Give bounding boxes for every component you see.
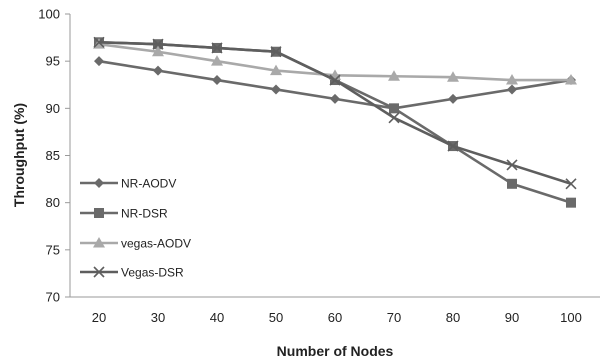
legend-label: NR-DSR bbox=[121, 207, 168, 221]
y-tick-label: 70 bbox=[46, 290, 60, 305]
x-tick-label: 30 bbox=[151, 310, 165, 325]
data-point-nr-aodv bbox=[507, 84, 517, 95]
data-point-vegas-dsr bbox=[93, 36, 105, 48]
data-point-vegas-dsr bbox=[506, 159, 518, 171]
data-point-nr-dsr bbox=[566, 197, 576, 208]
y-axis-title: Throughput (%) bbox=[11, 103, 27, 207]
legend: NR-AODV NR-DSR vegas-AODV Vegas-DSR bbox=[80, 177, 191, 280]
series-line-vegas-dsr bbox=[98, 41, 572, 186]
x-tick-label: 80 bbox=[446, 310, 460, 325]
data-point-vegas-aodv bbox=[388, 70, 400, 81]
data-point-vegas-aodv bbox=[506, 74, 518, 85]
y-tick-label: 75 bbox=[46, 242, 60, 257]
series-layer bbox=[93, 36, 577, 208]
data-point-vegas-aodv bbox=[270, 64, 282, 76]
legend-item-nr-aodv: NR-AODV bbox=[80, 177, 176, 191]
y-tick-label: 80 bbox=[46, 195, 60, 210]
x-tick-label: 40 bbox=[210, 310, 224, 325]
data-point-vegas-dsr bbox=[211, 42, 223, 54]
y-tick-label: 85 bbox=[46, 148, 60, 163]
x-tick-label: 50 bbox=[269, 310, 283, 325]
data-point-vegas-dsr bbox=[270, 46, 282, 58]
data-point-nr-dsr bbox=[507, 178, 517, 189]
legend-label: vegas-AODV bbox=[121, 237, 191, 251]
legend-item-vegas-dsr: Vegas-DSR bbox=[80, 266, 184, 280]
data-point-nr-aodv bbox=[330, 93, 340, 104]
data-point-nr-aodv bbox=[271, 84, 281, 95]
data-point-nr-aodv bbox=[448, 93, 458, 104]
x-axis-title: Number of Nodes bbox=[277, 343, 394, 359]
legend-item-vegas-aodv: vegas-AODV bbox=[80, 237, 191, 251]
y-tick-label: 100 bbox=[38, 7, 60, 22]
chart-axes bbox=[69, 14, 600, 298]
data-point-vegas-dsr bbox=[447, 140, 459, 152]
data-point-vegas-dsr bbox=[152, 38, 164, 50]
x-tick-label: 70 bbox=[387, 310, 401, 325]
legend-label: NR-AODV bbox=[121, 177, 176, 191]
data-point-nr-aodv bbox=[94, 56, 104, 67]
data-point-nr-dsr bbox=[389, 103, 399, 114]
data-point-vegas-aodv bbox=[565, 74, 577, 85]
legend-marker bbox=[94, 208, 104, 218]
data-point-vegas-dsr bbox=[388, 112, 400, 124]
legend-marker bbox=[93, 237, 105, 248]
data-point-vegas-aodv bbox=[152, 45, 164, 57]
legend-marker bbox=[94, 178, 104, 188]
legend-item-nr-dsr: NR-DSR bbox=[80, 207, 168, 221]
data-point-vegas-aodv bbox=[211, 55, 223, 66]
y-tick-label: 90 bbox=[46, 101, 60, 116]
x-tick-label: 60 bbox=[328, 310, 342, 325]
data-point-vegas-aodv bbox=[447, 71, 459, 82]
data-point-nr-aodv bbox=[212, 75, 222, 86]
legend-label: Vegas-DSR bbox=[121, 266, 184, 280]
data-point-vegas-dsr bbox=[565, 178, 577, 190]
legend-marker bbox=[93, 266, 105, 278]
y-tick-label: 95 bbox=[46, 54, 60, 69]
series-vegas-dsr bbox=[93, 36, 577, 190]
x-tick-label: 100 bbox=[560, 310, 582, 325]
data-point-nr-aodv bbox=[153, 65, 163, 76]
x-tick-label: 90 bbox=[505, 310, 519, 325]
x-tick-label: 20 bbox=[92, 310, 106, 325]
tick-labels: 70 75 80 85 90 95 100 20 30 40 50 60 70 80 90 100 bbox=[38, 7, 582, 326]
data-point-vegas-dsr bbox=[329, 74, 341, 86]
